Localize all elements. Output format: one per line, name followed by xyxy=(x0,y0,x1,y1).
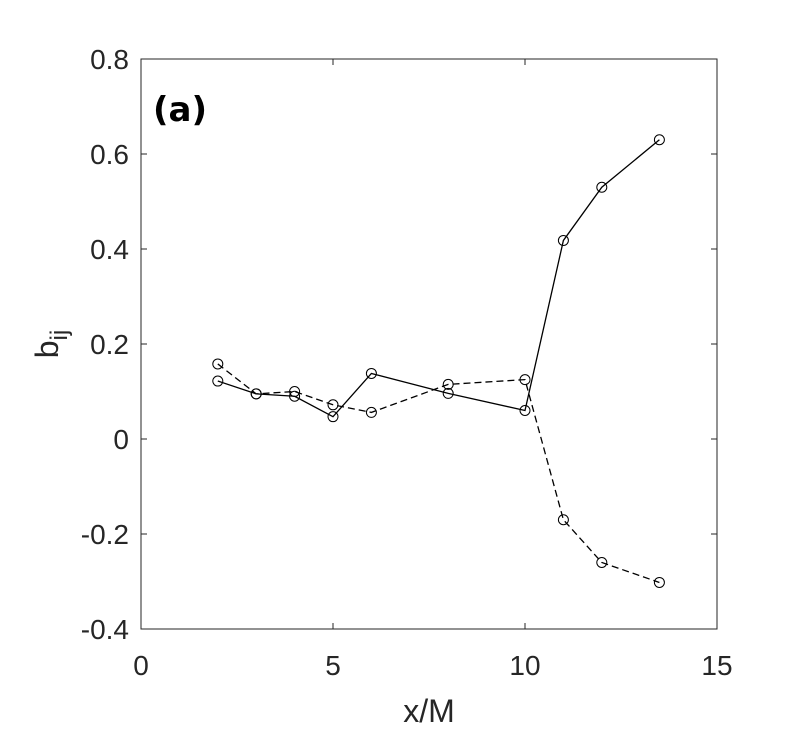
series-1-point-0 xyxy=(212,375,224,387)
series-2-point-1 xyxy=(250,388,262,400)
series-1-point-9 xyxy=(653,134,665,146)
y-tick-label-1: -0.2 xyxy=(81,519,129,550)
x-tick-label-3: 15 xyxy=(701,650,732,681)
svg-text:bij: bij xyxy=(29,330,73,358)
series-layer xyxy=(212,134,665,588)
y-axis-label-subscript: ij xyxy=(46,330,73,341)
series-1-point-7 xyxy=(557,234,569,246)
y-tick-label-3: 0.2 xyxy=(90,329,129,360)
series-1-point-6 xyxy=(519,405,531,416)
series-2-point-0 xyxy=(212,358,224,370)
series-2-line xyxy=(217,363,660,584)
series-2-point-3 xyxy=(327,399,339,411)
series-2-point-4 xyxy=(365,406,377,418)
x-tick-label-0: 0 xyxy=(133,650,149,681)
y-axis-label-base: b xyxy=(29,340,65,358)
series-2-point-5 xyxy=(442,378,454,390)
series-1-point-4 xyxy=(365,367,377,379)
series-2-point-2 xyxy=(289,386,301,397)
series-2-point-9 xyxy=(653,576,665,588)
y-axis-label: bij xyxy=(29,330,73,358)
y-tick-label-0: -0.4 xyxy=(81,614,129,645)
series-2-point-6 xyxy=(519,374,531,386)
series-2 xyxy=(212,358,665,588)
series-1-point-8 xyxy=(596,181,608,193)
series-1 xyxy=(212,134,665,423)
series-2-point-8 xyxy=(596,557,608,568)
series-1-point-2 xyxy=(289,390,301,402)
y-tick-label-2: 0 xyxy=(113,424,129,455)
panel-label: (a) xyxy=(153,90,207,130)
axis-ticks: 0 5 10 15 -0.4 -0.2 0 0.2 0.4 0.6 0.8 xyxy=(81,44,733,681)
plot-area xyxy=(140,58,718,630)
y-tick-label-4: 0.4 xyxy=(90,234,129,265)
series-1-point-5 xyxy=(442,387,454,399)
series-1-line xyxy=(217,139,660,418)
x-tick-label-1: 5 xyxy=(325,650,341,681)
y-tick-label-5: 0.6 xyxy=(90,139,129,170)
x-tick-label-2: 10 xyxy=(509,650,540,681)
series-2-point-7 xyxy=(557,514,569,526)
y-tick-label-6: 0.8 xyxy=(90,44,129,75)
series-1-point-3 xyxy=(327,411,339,423)
x-axis-label: x/M xyxy=(403,693,455,729)
